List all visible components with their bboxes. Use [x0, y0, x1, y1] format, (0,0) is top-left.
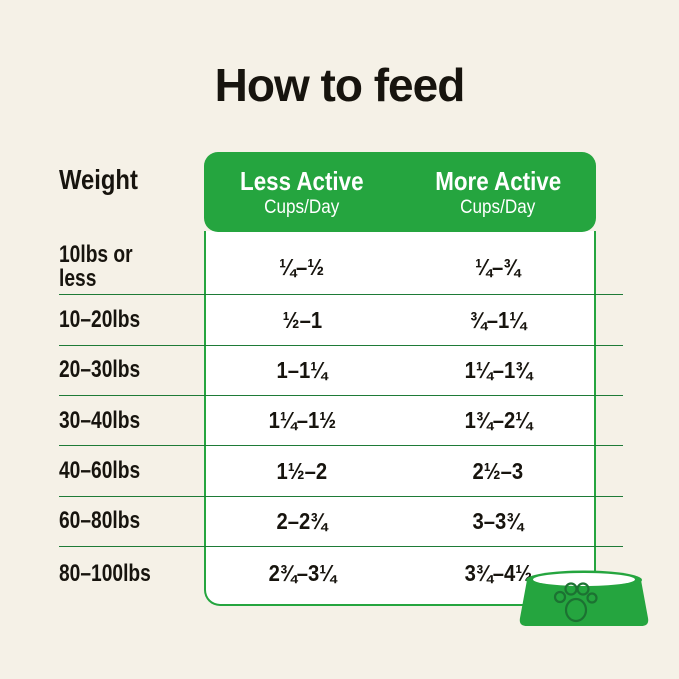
less-active-cell: 2–2¾ [276, 507, 328, 534]
more-active-cell: 3–3¾ [472, 507, 524, 534]
table-row: 60–80lbs 2–2¾ 3–3¾ [59, 497, 623, 548]
weight-cell: 30–40lbs [59, 406, 141, 434]
table-row: 10–20lbs ½–1 ¾–1¼ [59, 295, 623, 346]
table-row: 10lbs or less ¼–½ ¼–¾ [59, 231, 623, 296]
table-row: 20–30lbs 1–1¼ 1¼–1¾ [59, 346, 623, 397]
weight-cell: 20–30lbs [59, 356, 141, 384]
feeding-table-panel [204, 231, 596, 606]
less-active-cell: ¼–½ [279, 253, 325, 280]
weight-cell: 10lbs or less [59, 241, 133, 293]
more-active-label: More Active [435, 165, 561, 196]
less-active-cell: 2¾–3¼ [268, 560, 336, 587]
less-active-cell: 1¼–1½ [268, 407, 336, 434]
more-active-cell: 1¾–2¼ [464, 407, 532, 434]
column-header-more-active: More Active Cups/Day [400, 152, 596, 232]
more-active-cell: 2½–3 [472, 457, 524, 484]
more-active-cell: 1¼–1¾ [464, 356, 532, 383]
less-active-cell: ½–1 [282, 306, 322, 333]
cups-per-day-label: Cups/Day [460, 196, 536, 218]
weight-cell: 40–60lbs [59, 457, 141, 485]
table-row: 80–100lbs 2¾–3¼ 3¾–4½ [59, 547, 623, 606]
dog-bowl-icon [519, 570, 649, 626]
weight-cell: 10–20lbs [59, 306, 141, 334]
more-active-cell: ¾–1¼ [469, 306, 527, 333]
less-active-label: Less Active [240, 165, 364, 196]
table-column-header-bar: Less Active Cups/Day More Active Cups/Da… [204, 152, 596, 232]
feeding-table: 10lbs or less ¼–½ ¼–¾ 10–20lbs ½–1 ¾–1¼ … [59, 231, 623, 606]
paw-print-icon [553, 582, 598, 623]
table-row: 30–40lbs 1¼–1½ 1¾–2¼ [59, 396, 623, 447]
column-header-less-active: Less Active Cups/Day [204, 152, 400, 232]
page-title: How to feed [214, 59, 466, 111]
weight-column-header: Weight [59, 164, 138, 195]
table-row: 40–60lbs 1½–2 2½–3 [59, 446, 623, 497]
less-active-cell: 1½–2 [276, 457, 328, 484]
weight-cell: 60–80lbs [59, 507, 141, 535]
cups-per-day-label: Cups/Day [264, 196, 340, 218]
weight-cell: 80–100lbs [59, 559, 151, 587]
less-active-cell: 1–1¼ [276, 356, 328, 383]
more-active-cell: 3¾–4½ [464, 560, 532, 587]
more-active-cell: ¼–¾ [475, 253, 521, 280]
